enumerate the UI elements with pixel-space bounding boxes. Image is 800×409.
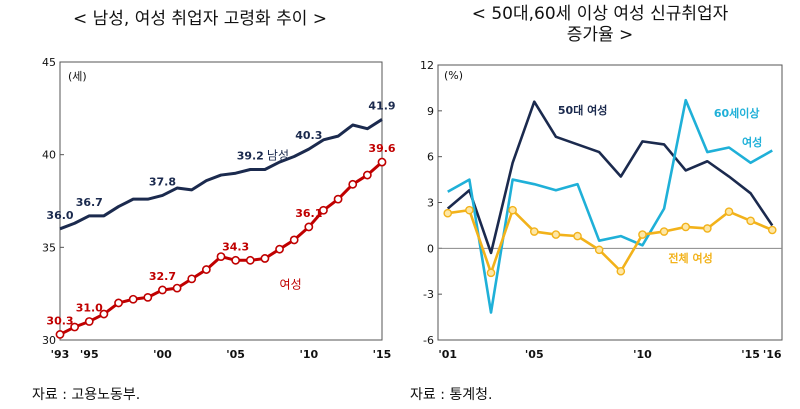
sixties-series-line: [447, 98, 773, 314]
right-y-tick-label: 6: [427, 151, 434, 164]
female-data-label: 39.6: [368, 142, 395, 155]
female-data-point: [289, 235, 299, 245]
female-data-label: 36.1: [295, 207, 322, 220]
female-data-point: [201, 265, 211, 274]
female-data-point: [128, 294, 138, 304]
female-data-label: 34.3: [222, 240, 249, 253]
total-data-point: [681, 222, 691, 232]
sixties-female-note: 여성: [742, 135, 762, 149]
female-data-point: [84, 317, 94, 326]
female-data-point: [114, 298, 123, 308]
male-data-label: 39.2: [237, 149, 264, 162]
female-data-point: [275, 244, 284, 254]
right-y-tick-label: 12: [420, 59, 434, 72]
female-data-point: [216, 252, 226, 261]
female-data-point: [260, 254, 270, 263]
right-chart-title-line1: < 50대,60세 이상 여성 신규취업자: [471, 4, 729, 24]
right-source: 자료 : 통계청.: [410, 387, 493, 403]
left-y-tick-label: 30: [42, 334, 56, 347]
sixties-series-name: 60세이상: [714, 106, 760, 120]
female-data-point: [231, 255, 241, 265]
female-series-name: 여성: [280, 277, 302, 291]
total-data-point: [638, 230, 647, 239]
total-data-point: [616, 266, 626, 276]
male-data-label: 36.7: [76, 196, 103, 209]
left-x-tick-label: '10: [299, 348, 318, 361]
right-x-tick-label: '01: [438, 348, 457, 361]
left-x-tick-label: '15: [373, 348, 392, 361]
total-data-point: [767, 225, 777, 235]
total-data-point: [746, 216, 755, 226]
right-y-tick-label: 3: [427, 197, 434, 210]
fifties-series-line: [446, 100, 774, 255]
left-source: 자료 : 고용노동부.: [32, 387, 141, 403]
right-x-tick-label: '15: [741, 348, 760, 361]
total-series-line: [447, 208, 773, 275]
right-x-tick-label: '16: [763, 348, 782, 361]
right-y-tick-label: -6: [423, 334, 434, 347]
total-data-point: [551, 230, 561, 239]
left-y-tick-label: 40: [42, 149, 56, 162]
female-data-point: [172, 283, 182, 293]
female-data-point: [377, 157, 387, 167]
total-data-point: [659, 227, 669, 236]
left-y-tick-label: 45: [42, 56, 56, 69]
male-data-label: 40.3: [295, 129, 322, 142]
right-x-tick-label: '10: [633, 348, 652, 361]
total-data-point: [703, 224, 712, 233]
total-data-point: [594, 245, 604, 255]
left-plot-frame: [59, 61, 383, 341]
female-data-point: [348, 179, 358, 189]
left-x-tick-label: '05: [226, 348, 245, 361]
female-data-label: 31.0: [76, 301, 103, 314]
female-data-point: [245, 255, 255, 265]
fifties-series-name: 50대 여성: [558, 103, 608, 117]
female-data-label: 32.7: [149, 270, 176, 283]
female-data-point: [333, 194, 343, 204]
right-y-tick-label: 0: [427, 242, 434, 255]
right-chart-title-line2: 증가율 >: [566, 25, 634, 45]
total-data-point: [724, 207, 734, 216]
right-y-tick-label: -3: [423, 288, 434, 301]
total-data-point: [465, 205, 474, 215]
male-data-label: 41.9: [368, 99, 395, 112]
left-x-tick-label: '93: [51, 348, 70, 361]
male-data-label: 37.8: [149, 175, 176, 188]
female-data-point: [304, 222, 314, 232]
female-series-line: [59, 160, 383, 336]
male-series-name: 남성: [267, 148, 289, 162]
left-chart-title: < 남성, 여성 취업자 고령화 추이 >: [73, 9, 327, 29]
left-x-tick-label: '00: [153, 348, 172, 361]
total-series-name: 전체 여성: [668, 251, 712, 265]
right-y-tick-label: 9: [427, 105, 434, 118]
female-data-point: [187, 274, 197, 284]
female-data-point: [70, 322, 80, 332]
female-data-label: 30.3: [46, 314, 73, 327]
female-data-point: [319, 205, 328, 215]
total-data-point: [529, 227, 539, 236]
total-data-point: [443, 208, 453, 218]
left-y-tick-label: 35: [42, 241, 56, 254]
total-data-point: [508, 205, 517, 215]
total-data-point: [486, 268, 496, 278]
total-data-point: [573, 231, 582, 241]
left-x-tick-label: '95: [80, 348, 99, 361]
female-data-point: [362, 170, 372, 180]
female-data-point: [143, 292, 153, 302]
male-series-line: [59, 118, 383, 231]
right-chart: -6 -3 0 3 6 9 12 '01 '05 '10 '15'16 (%) 50대 여성 60세이상여…: [420, 59, 783, 361]
female-data-point: [99, 309, 109, 319]
left-chart: 30 35 40 45 '93 '95 '00 '05 '10 '15 (세) 36.036.7 37.…: [42, 56, 396, 361]
female-data-point: [55, 330, 65, 339]
left-y-axis-label: (세): [68, 70, 87, 83]
right-y-axis-label: (%): [444, 69, 463, 82]
right-x-tick-label: '05: [525, 348, 544, 361]
male-data-label: 36.0: [46, 209, 73, 222]
female-data-point: [158, 285, 167, 295]
